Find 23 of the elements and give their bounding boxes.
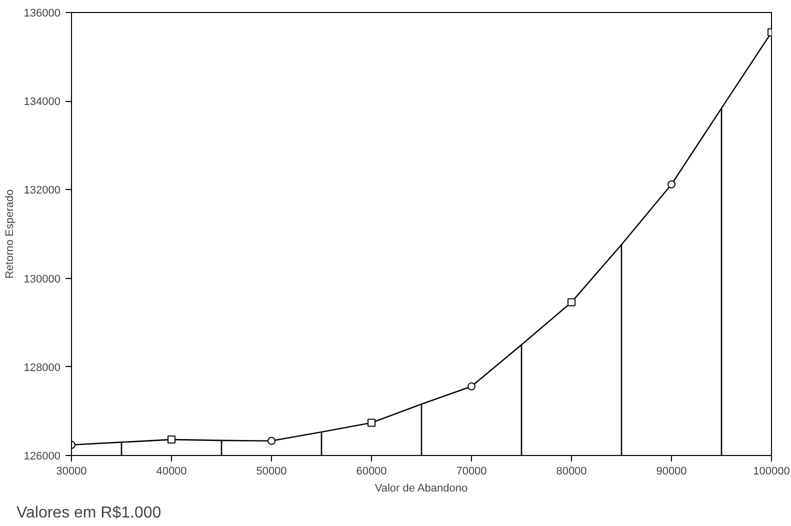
y-tick-label: 132000	[24, 184, 61, 197]
point	[668, 180, 676, 188]
x-tick-label: 30000	[56, 466, 87, 478]
point	[168, 436, 176, 444]
y-tick-label: 126000	[24, 450, 61, 462]
y-tick-label: 130000	[24, 273, 61, 286]
x-tick-label: 80000	[556, 466, 587, 478]
y-tick-label: 136000	[24, 8, 61, 20]
x-tick-label: 100000	[753, 466, 790, 478]
point	[468, 382, 476, 390]
x-tick-label: 70000	[456, 466, 487, 478]
point	[568, 298, 576, 306]
y-tick-label: 128000	[24, 362, 61, 374]
x-tick-label: 60000	[356, 466, 387, 478]
x-tick-label: 90000	[656, 466, 687, 478]
point	[368, 418, 376, 427]
y-tick-label: 134000	[24, 96, 61, 108]
point	[268, 436, 276, 445]
x-axis-title: Valor de Abandono	[374, 482, 468, 494]
x-tick-label: 50000	[256, 466, 287, 478]
text: Valores em R$1.000	[16, 504, 162, 522]
x-tick-label: 40000	[156, 466, 187, 478]
y-axis-title: Retorno Esperado	[4, 189, 16, 279]
